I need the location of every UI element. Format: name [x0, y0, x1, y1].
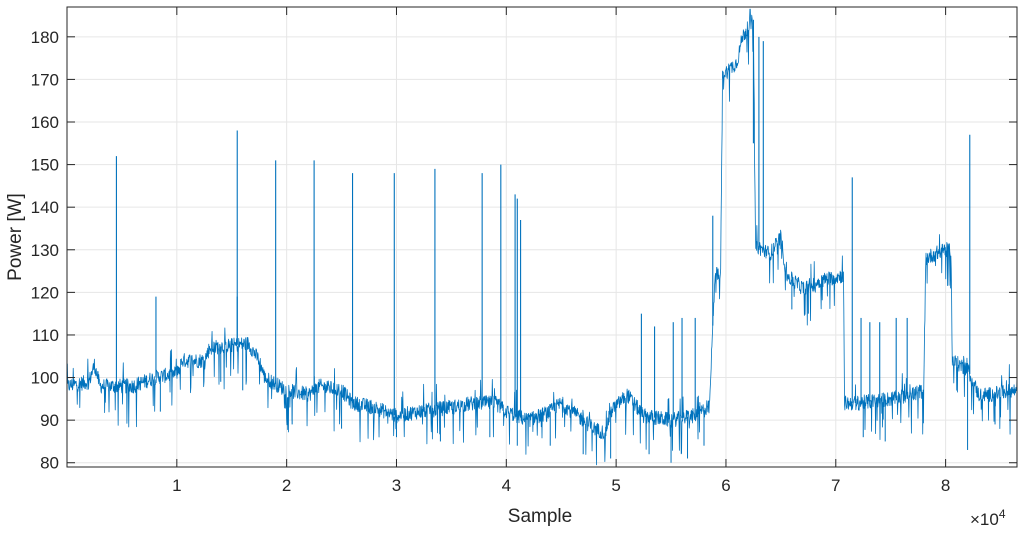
y-tick-label: 130 — [31, 241, 59, 260]
x-tick-label: 1 — [172, 476, 181, 495]
x-tick-label: 3 — [392, 476, 401, 495]
x-tick-label: 7 — [831, 476, 840, 495]
y-tick-label: 180 — [31, 28, 59, 47]
x-tick-label: 6 — [721, 476, 730, 495]
x-tick-label: 4 — [502, 476, 511, 495]
y-tick-label: 160 — [31, 113, 59, 132]
y-tick-label: 110 — [32, 326, 59, 345]
plot-frame — [66, 6, 1018, 468]
data-series — [66, 8, 1018, 466]
y-tick-label: 120 — [31, 283, 59, 302]
axes — [66, 6, 1018, 468]
y-tick-label: 90 — [40, 411, 59, 430]
x-axis-label: Sample — [508, 506, 572, 527]
x-tick-label: 2 — [282, 476, 291, 495]
x-axis-exponent-base: ×10 — [970, 510, 999, 529]
y-tick-label: 100 — [31, 369, 59, 388]
power-trace — [66, 8, 1018, 466]
y-tick-label: 170 — [31, 70, 59, 89]
x-axis-exponent: ×104 — [970, 507, 1006, 529]
y-tick-label: 140 — [31, 198, 59, 217]
x-tick-labels: 1 2 3 4 5 6 7 8 — [172, 476, 950, 495]
y-tick-label: 150 — [31, 156, 59, 175]
x-axis-exponent-power: 4 — [999, 507, 1006, 521]
y-tick-labels: 80 90 100 110 120 130 140 150 160 170 180 — [31, 28, 59, 473]
y-tick-label: 80 — [40, 454, 59, 473]
x-tick-label: 5 — [611, 476, 620, 495]
y-axis-label: Power [W] — [5, 193, 26, 281]
x-tick-label: 8 — [941, 476, 950, 495]
